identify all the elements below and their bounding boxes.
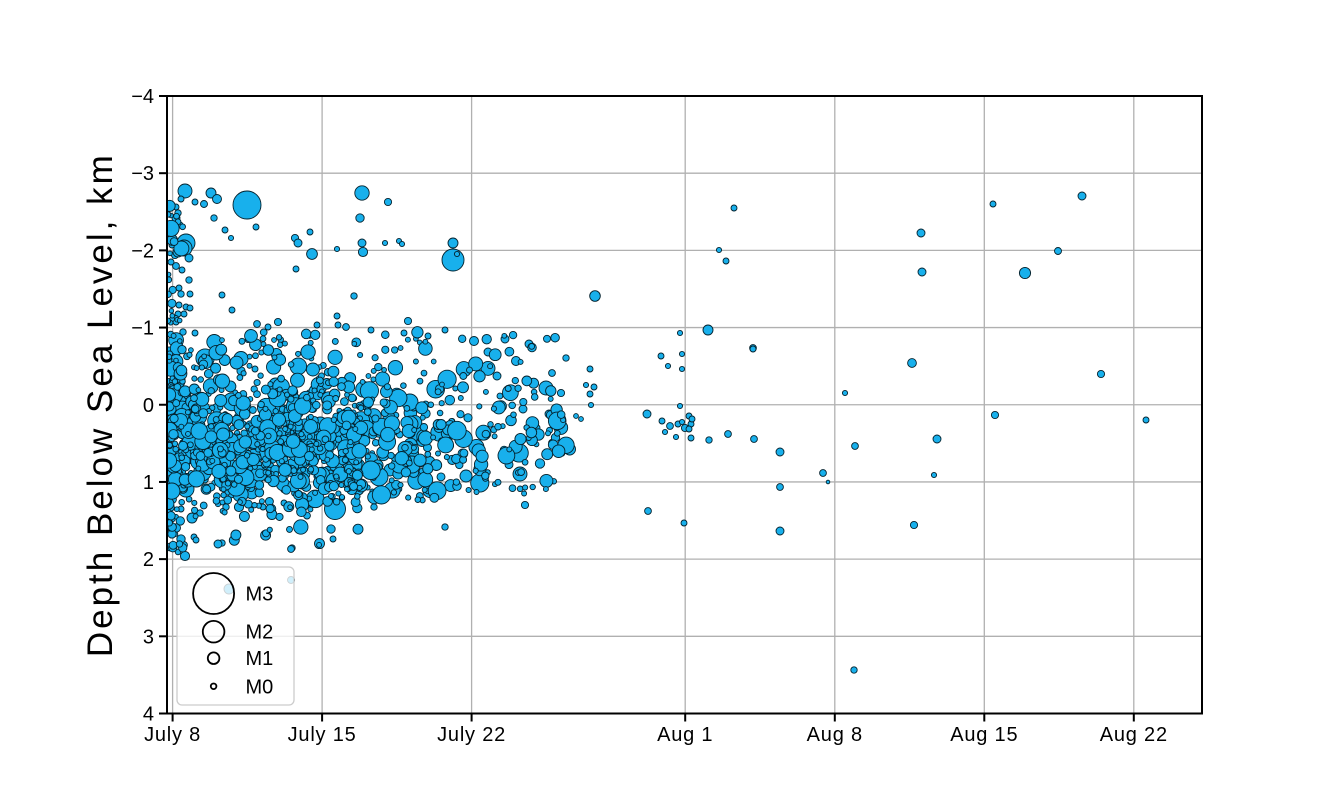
svg-text:M1: M1	[246, 648, 274, 670]
svg-text:Aug 1: Aug 1	[657, 724, 713, 746]
svg-text:Aug 8: Aug 8	[807, 724, 863, 746]
svg-text:−3: −3	[131, 163, 154, 185]
svg-text:−2: −2	[131, 240, 154, 262]
svg-text:−4: −4	[131, 86, 154, 108]
svg-text:M0: M0	[246, 676, 274, 698]
svg-text:1: 1	[143, 472, 154, 494]
svg-text:4: 4	[143, 704, 154, 726]
svg-text:July 22: July 22	[437, 724, 506, 746]
svg-text:M2: M2	[246, 622, 274, 644]
svg-text:July 8: July 8	[144, 724, 201, 746]
svg-text:3: 3	[143, 626, 154, 648]
svg-text:Aug 15: Aug 15	[950, 724, 1018, 746]
svg-text:0: 0	[143, 395, 154, 417]
svg-text:July 15: July 15	[288, 724, 357, 746]
svg-text:Aug 22: Aug 22	[1100, 724, 1168, 746]
svg-text:Depth Below Sea Level, km: Depth Below Sea Level, km	[81, 152, 120, 657]
svg-text:M3: M3	[246, 584, 274, 606]
svg-text:−1: −1	[131, 318, 154, 340]
svg-text:2: 2	[143, 549, 154, 571]
